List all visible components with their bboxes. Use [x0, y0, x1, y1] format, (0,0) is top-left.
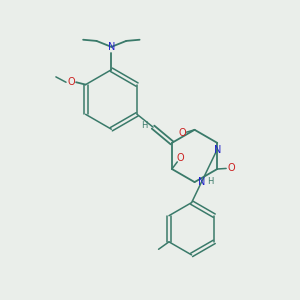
Text: O: O [68, 77, 75, 87]
Text: O: O [176, 153, 184, 163]
Text: N: N [198, 176, 206, 187]
Text: N: N [108, 42, 115, 52]
Text: O: O [178, 128, 186, 138]
Text: H: H [207, 177, 214, 186]
Text: N: N [214, 145, 221, 155]
Text: H: H [142, 121, 148, 130]
Text: O: O [228, 164, 235, 173]
